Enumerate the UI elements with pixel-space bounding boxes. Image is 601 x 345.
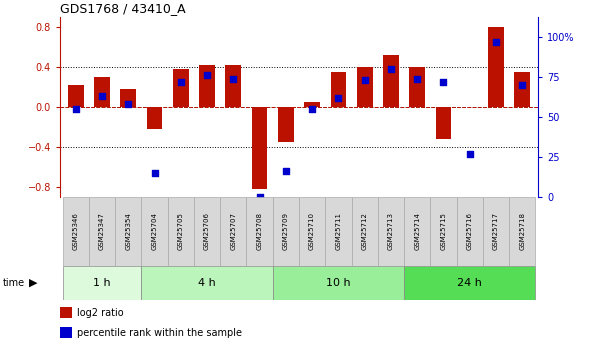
Bar [304,102,320,107]
Point [491,39,501,45]
FancyBboxPatch shape [299,197,325,266]
Text: GSM25711: GSM25711 [335,212,341,250]
Bar [63,266,141,300]
Text: 1 h: 1 h [93,278,111,288]
Bar [514,72,530,107]
FancyBboxPatch shape [194,197,220,266]
Bar [68,85,84,107]
FancyBboxPatch shape [220,197,246,266]
Text: percentile rank within the sample: percentile rank within the sample [77,328,242,338]
FancyBboxPatch shape [378,197,404,266]
Text: log2 ratio: log2 ratio [77,308,123,318]
Text: 4 h: 4 h [198,278,216,288]
Point [203,73,212,78]
Point [334,95,343,100]
Text: GSM25714: GSM25714 [414,212,420,250]
Bar [225,65,241,107]
Text: GSM25718: GSM25718 [519,212,525,250]
Text: time: time [3,278,25,288]
Text: GSM25707: GSM25707 [230,212,236,250]
Bar [94,77,110,107]
Text: GSM25708: GSM25708 [257,212,263,250]
Point [150,170,159,176]
Point [124,101,133,107]
FancyBboxPatch shape [352,197,378,266]
Bar [147,107,162,129]
Text: GSM25709: GSM25709 [283,212,289,250]
FancyBboxPatch shape [404,197,430,266]
Bar [252,107,267,189]
Bar [60,327,72,338]
Bar [120,89,136,107]
Point [97,93,107,99]
FancyBboxPatch shape [168,197,194,266]
Text: 24 h: 24 h [457,278,482,288]
Text: GSM25705: GSM25705 [178,212,184,250]
Text: GSM25716: GSM25716 [466,212,472,250]
Point [255,194,264,199]
Point [228,76,238,81]
Text: GSM25347: GSM25347 [99,212,105,250]
Point [281,168,291,174]
Point [71,106,81,112]
Text: ▶: ▶ [29,278,37,288]
Text: GSM25713: GSM25713 [388,212,394,250]
Text: GSM25710: GSM25710 [309,212,315,250]
Bar [488,27,504,107]
Text: GSM25354: GSM25354 [126,212,132,250]
Bar [409,67,425,107]
Point [465,151,474,156]
Point [517,82,527,88]
Text: GSM25346: GSM25346 [73,212,79,250]
Text: GSM25712: GSM25712 [362,212,368,250]
FancyBboxPatch shape [141,197,168,266]
Bar [141,266,273,300]
Text: 10 h: 10 h [326,278,351,288]
Bar [383,55,398,107]
Bar [331,72,346,107]
Bar [357,67,373,107]
Point [307,106,317,112]
FancyBboxPatch shape [89,197,115,266]
Bar [278,107,294,142]
Bar [173,69,189,107]
Point [360,78,370,83]
FancyBboxPatch shape [325,197,352,266]
Text: GSM25715: GSM25715 [441,212,447,250]
FancyBboxPatch shape [430,197,457,266]
Point [386,66,395,72]
Bar [200,65,215,107]
FancyBboxPatch shape [246,197,273,266]
Text: GSM25704: GSM25704 [151,212,157,250]
Text: GDS1768 / 43410_A: GDS1768 / 43410_A [60,2,186,15]
Point [176,79,186,85]
Bar [436,107,451,139]
Point [439,79,448,85]
FancyBboxPatch shape [63,197,89,266]
Point [412,76,422,81]
Bar [60,307,72,318]
FancyBboxPatch shape [115,197,141,266]
Text: GSM25717: GSM25717 [493,212,499,250]
Text: GSM25706: GSM25706 [204,212,210,250]
Bar [404,266,535,300]
FancyBboxPatch shape [509,197,535,266]
Bar [273,266,404,300]
FancyBboxPatch shape [273,197,299,266]
FancyBboxPatch shape [457,197,483,266]
FancyBboxPatch shape [483,197,509,266]
